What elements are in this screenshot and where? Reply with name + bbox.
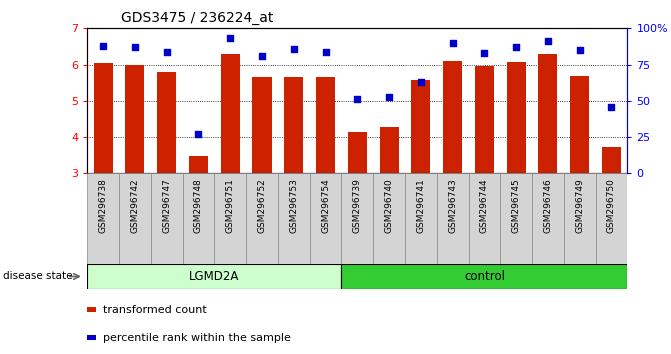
Point bbox=[511, 44, 521, 50]
Point bbox=[352, 97, 362, 102]
Bar bbox=[93, 63, 113, 173]
Point bbox=[161, 49, 172, 55]
Point bbox=[415, 79, 426, 85]
Bar bbox=[437, 173, 468, 264]
Bar bbox=[501, 173, 532, 264]
Text: GSM296739: GSM296739 bbox=[353, 178, 362, 233]
Bar bbox=[309, 173, 342, 264]
Point bbox=[606, 104, 617, 109]
Bar bbox=[342, 173, 373, 264]
Bar bbox=[119, 173, 151, 264]
Text: control: control bbox=[464, 270, 505, 283]
Point bbox=[479, 50, 490, 56]
Bar bbox=[564, 173, 596, 264]
Text: GSM296749: GSM296749 bbox=[575, 178, 584, 233]
Bar bbox=[405, 173, 437, 264]
Bar bbox=[87, 264, 342, 289]
Point bbox=[543, 39, 554, 44]
Bar bbox=[278, 173, 309, 264]
Bar bbox=[538, 54, 558, 173]
Text: LGMD2A: LGMD2A bbox=[189, 270, 240, 283]
Text: GSM296744: GSM296744 bbox=[480, 178, 489, 233]
Bar bbox=[468, 173, 501, 264]
Text: GDS3475 / 236224_at: GDS3475 / 236224_at bbox=[121, 11, 273, 25]
Text: GSM296748: GSM296748 bbox=[194, 178, 203, 233]
Text: GSM296754: GSM296754 bbox=[321, 178, 330, 233]
Bar bbox=[475, 67, 494, 173]
Bar bbox=[246, 173, 278, 264]
Point bbox=[130, 44, 140, 50]
Text: percentile rank within the sample: percentile rank within the sample bbox=[103, 333, 291, 343]
Text: GSM296741: GSM296741 bbox=[416, 178, 425, 233]
Bar bbox=[596, 173, 627, 264]
Point bbox=[574, 47, 585, 53]
Bar bbox=[151, 173, 183, 264]
Bar bbox=[348, 132, 367, 173]
Text: GSM296746: GSM296746 bbox=[544, 178, 552, 233]
Point bbox=[448, 40, 458, 46]
Bar bbox=[532, 173, 564, 264]
Point bbox=[384, 94, 395, 99]
Text: GSM296751: GSM296751 bbox=[225, 178, 235, 233]
Text: transformed count: transformed count bbox=[103, 305, 207, 315]
Point bbox=[320, 49, 331, 55]
Bar bbox=[411, 80, 430, 173]
Bar bbox=[373, 173, 405, 264]
Text: GSM296742: GSM296742 bbox=[130, 178, 140, 233]
Bar bbox=[507, 62, 525, 173]
Bar bbox=[443, 61, 462, 173]
Text: GSM296753: GSM296753 bbox=[289, 178, 299, 233]
Bar bbox=[380, 127, 399, 173]
Bar bbox=[214, 173, 246, 264]
Bar bbox=[342, 264, 627, 289]
Point bbox=[98, 43, 109, 48]
Bar bbox=[183, 173, 214, 264]
Text: GSM296752: GSM296752 bbox=[258, 178, 266, 233]
Text: GSM296740: GSM296740 bbox=[384, 178, 394, 233]
Bar bbox=[125, 65, 144, 173]
Text: GSM296750: GSM296750 bbox=[607, 178, 616, 233]
Point bbox=[256, 53, 267, 59]
Bar bbox=[157, 72, 176, 173]
Point bbox=[225, 36, 236, 41]
Point bbox=[289, 46, 299, 51]
Bar bbox=[285, 77, 303, 173]
Bar bbox=[316, 77, 335, 173]
Text: GSM296738: GSM296738 bbox=[99, 178, 107, 233]
Bar bbox=[602, 147, 621, 173]
Text: disease state: disease state bbox=[3, 272, 73, 281]
Text: GSM296747: GSM296747 bbox=[162, 178, 171, 233]
Point bbox=[193, 131, 204, 137]
Bar bbox=[189, 156, 208, 173]
Bar bbox=[252, 77, 272, 173]
Bar bbox=[570, 76, 589, 173]
Text: GSM296743: GSM296743 bbox=[448, 178, 457, 233]
Bar bbox=[221, 55, 240, 173]
Bar bbox=[87, 173, 119, 264]
Text: GSM296745: GSM296745 bbox=[512, 178, 521, 233]
